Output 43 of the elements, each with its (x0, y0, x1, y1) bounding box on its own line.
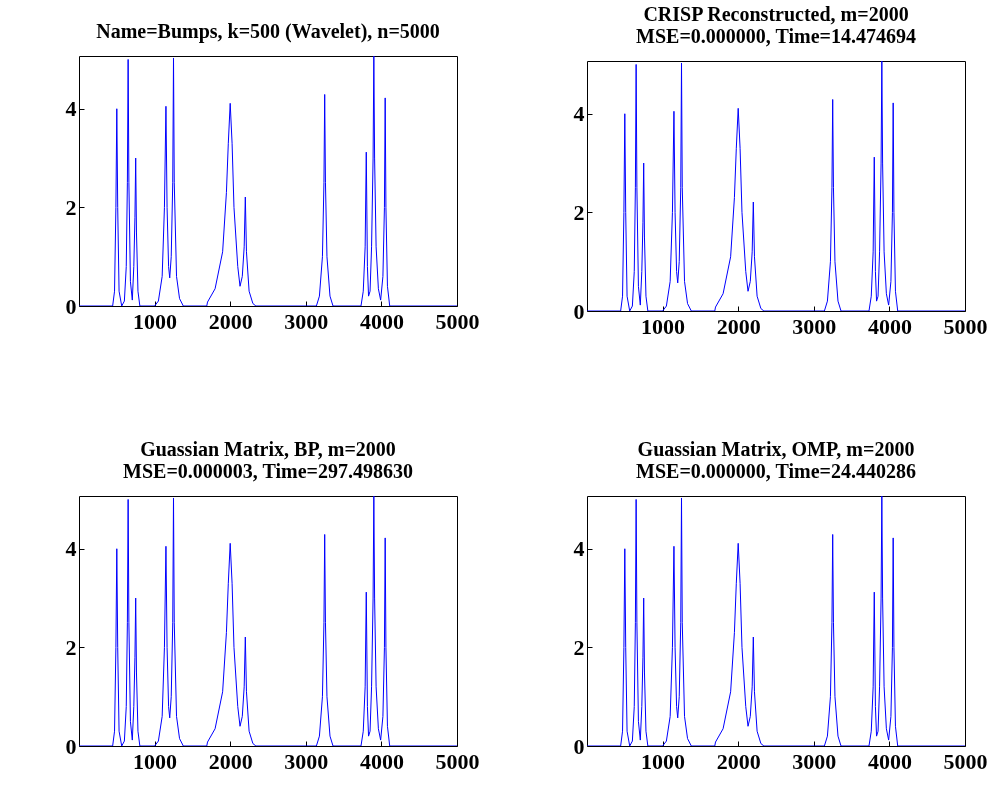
y-tick-label: 2 (65, 194, 77, 220)
y-tick-label: 4 (573, 536, 585, 562)
chart-subtitle: MSE=0.000000, Time=14.474694 (636, 25, 916, 47)
y-tick-label: 0 (573, 298, 585, 324)
y-tick-label: 0 (65, 733, 77, 759)
x-tick-label: 2000 (716, 313, 761, 339)
x-tick-label: 2000 (208, 748, 253, 774)
line-series (79, 496, 457, 746)
x-tick-label: 1000 (133, 748, 178, 774)
x-tick-label: 5000 (943, 748, 988, 774)
y-tick-label: 4 (65, 536, 77, 562)
line-series (79, 56, 457, 306)
x-tick-label: 3000 (284, 308, 329, 334)
x-tick-label: 4000 (867, 313, 912, 339)
x-tick-label: 1000 (641, 313, 686, 339)
x-tick-label: 1000 (133, 308, 178, 334)
y-tick-label: 0 (65, 293, 77, 319)
x-tick-label: 1000 (641, 748, 686, 774)
x-tick-label: 3000 (792, 313, 837, 339)
x-tick-label: 4000 (359, 308, 404, 334)
x-tick-label: 2000 (716, 748, 761, 774)
line-series (587, 496, 965, 746)
x-tick-label: 5000 (435, 748, 480, 774)
chart-title: Guassian Matrix, OMP, m=2000 (637, 438, 915, 460)
chart-subtitle: MSE=0.000003, Time=297.498630 (123, 460, 413, 482)
chart-title: Guassian Matrix, BP, m=2000 (140, 438, 396, 460)
y-tick-label: 0 (573, 733, 585, 759)
line-series (587, 61, 965, 311)
x-tick-label: 3000 (792, 748, 837, 774)
x-tick-label: 3000 (284, 748, 329, 774)
y-tick-label: 4 (573, 101, 585, 127)
y-tick-label: 4 (65, 96, 77, 122)
chart-subtitle: MSE=0.000000, Time=24.440286 (636, 460, 916, 482)
y-tick-label: 2 (65, 634, 77, 660)
x-tick-label: 5000 (943, 313, 988, 339)
x-tick-label: 5000 (435, 308, 480, 334)
y-tick-label: 2 (573, 199, 585, 225)
chart-title: Name=Bumps, k=500 (Wavelet), n=5000 (96, 20, 440, 43)
x-tick-label: 4000 (359, 748, 404, 774)
y-tick-label: 2 (573, 634, 585, 660)
x-tick-label: 4000 (867, 748, 912, 774)
x-tick-label: 2000 (208, 308, 253, 334)
chart-title: CRISP Reconstructed, m=2000 (643, 3, 909, 25)
